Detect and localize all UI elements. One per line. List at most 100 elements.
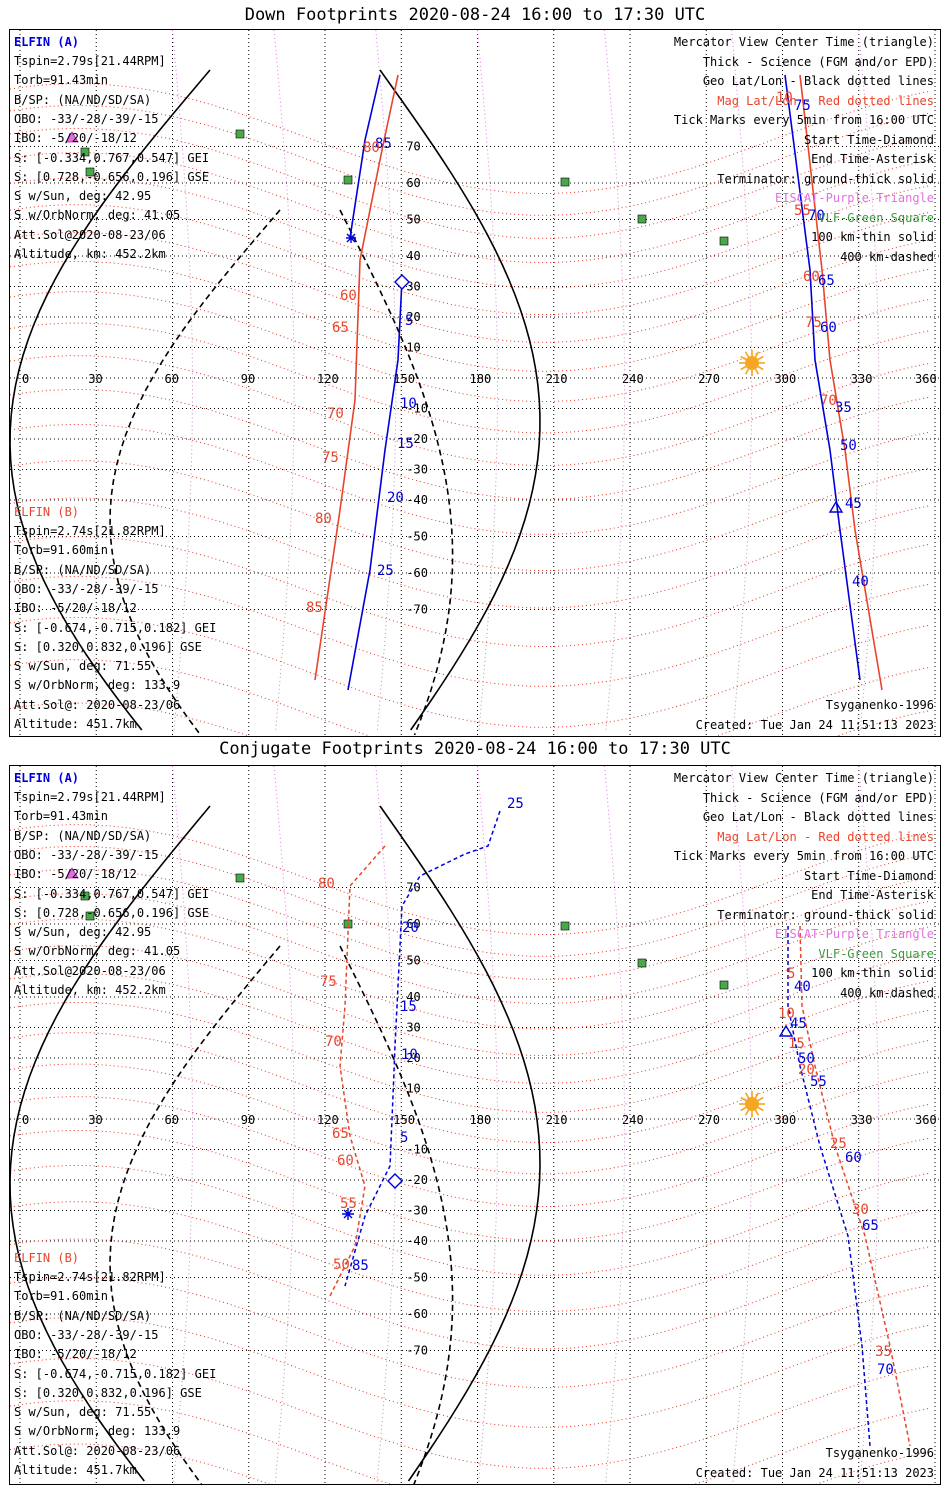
lat-tick-label: -30 [406,463,428,477]
track-label: 70 [877,1362,894,1378]
track-label: 45 [845,496,862,512]
legend-item: End Time-Asterisk [811,152,934,166]
legend-item: Mag Lat/Lon - Red dotted lines [717,829,934,844]
info-line: IBO: -5/20/-18/12 [14,1347,137,1362]
lon-tick-label: 330 [851,1113,873,1127]
track-label: 20 [387,490,404,506]
info-line: S: [-0.674,-0.715,0.182] GEI [14,1366,217,1381]
lon-tick-label: 270 [698,372,720,386]
vlf-square [235,873,245,883]
lat-tick-label: -40 [406,1234,428,1248]
info-line: Att.Sol@: 2020-08-23/06 [14,1443,181,1458]
lon-tick-label: 150 [393,1113,415,1127]
track-label: 60 [340,288,357,304]
info-line: S w/OrbNorm, deg: 133.9 [14,1424,181,1439]
mag-parallel [10,260,931,372]
lat-tick-label: 50 [406,954,420,968]
track-label: 65 [862,1218,879,1234]
sun-ray [757,1106,764,1112]
track-label: 15 [397,436,414,452]
mag-parallel [10,388,931,500]
lon-tick-label: 120 [317,1113,339,1127]
info-line: B/SP: (NA/ND/SD/SA) [14,828,152,843]
sun-ray [757,1096,764,1102]
lat-tick-label: 40 [406,990,420,1004]
track-label: 70 [327,406,344,422]
legend-item: 100 km-thin solid [811,230,934,244]
lon-tick-label: 360 [915,372,937,386]
track-b-main [329,845,386,1297]
track-label: 75 [805,315,822,331]
lon-tick-label: 90 [241,1113,255,1127]
track-label: 50 [840,438,857,454]
terminator-400km-west [109,209,281,736]
vlf-square [343,175,353,185]
lat-tick-label: 20 [406,1051,420,1065]
track-label: 45 [790,1016,807,1032]
lat-tick-label: -10 [406,1143,428,1157]
legend-item: Geo Lat/Lon - Black dotted lines [702,810,934,824]
lat-tick-label: -30 [406,1204,428,1218]
lat-tick-label: 10 [406,341,420,355]
info-line: Altitude, km: 452.2km [14,247,166,261]
info-line: Att.Sol@2020-08-23/06 [14,963,166,978]
sun-icon [739,1091,765,1117]
vlf-square [80,891,90,901]
lat-tick-label: 60 [406,176,420,190]
track-label: 15 [788,1036,805,1052]
legend-item: Start Time-Diamond [803,132,934,147]
lon-tick-label: 90 [241,372,255,386]
legend-item: Mag Lat/Lon - Red dotted lines [717,93,934,108]
lat-tick-label: 10 [406,1082,420,1096]
info-line: OBO: -33/-28/-39/-15 [14,581,159,596]
track-label: 80 [315,511,332,527]
track-label: 65 [332,1126,349,1142]
lat-tick-label: 20 [406,310,420,324]
info-line: OBO: -33/-28/-39/-15 [14,1327,159,1342]
info-line: S: [0.320,0.832,0.196] GSE [14,1385,202,1400]
sun-ray [740,365,747,371]
track-label: 75 [322,450,339,466]
legend-item: Start Time-Diamond [803,868,934,883]
track-label: 85 [352,1258,369,1274]
lon-tick-label: 210 [546,372,568,386]
legend-item: Geo Lat/Lon - Black dotted lines [702,74,934,88]
track-label: 25 [507,796,524,812]
terminator-ground-east [379,69,541,731]
lon-tick-label: 300 [775,1113,797,1127]
sun-disk [745,1097,759,1111]
legend-item: Mercator View Center Time (triangle) [673,771,934,785]
terminator-400km-east [339,209,454,736]
track-label: 65 [332,320,349,336]
sun-icon [739,350,765,376]
vlf-square [560,177,570,187]
lat-tick-label: 30 [406,1021,420,1035]
lat-tick-label: 40 [406,249,420,263]
legend-item: Terminator: ground-thick solid [717,171,934,186]
track-label: 65 [818,273,835,289]
track-label: 35 [875,1344,892,1360]
center-triangle [778,1024,794,1037]
track-label: 25 [830,1136,847,1152]
lat-tick-label: -60 [406,1307,428,1321]
start-diamond [387,1173,403,1189]
info-line: S w/OrbNorm, deg: 41.05 [14,944,181,959]
track-label: 80 [318,876,335,892]
info-line: S: [0.728,-0.656,0.196] GSE [14,169,210,184]
legend-item: VLF-Green Square [818,946,934,961]
lon-tick-label: 180 [470,1113,492,1127]
lat-tick-label: -50 [406,530,428,544]
info-line: OBO: -33/-28/-39/-15 [14,111,159,126]
track-label: 60 [337,1153,354,1169]
mag-meridian [375,30,397,731]
info-line: Torb=91.60min [14,543,108,558]
mag-parallel [10,1129,931,1241]
terminator-ground-west [10,69,211,731]
mag-meridian [477,30,499,731]
track-a-east [787,926,871,1447]
info-line: B/SP: (NA/ND/SD/SA) [14,562,152,577]
mag-meridian [731,30,753,731]
info-line: IBO: -5/20/-18/12 [14,601,137,616]
